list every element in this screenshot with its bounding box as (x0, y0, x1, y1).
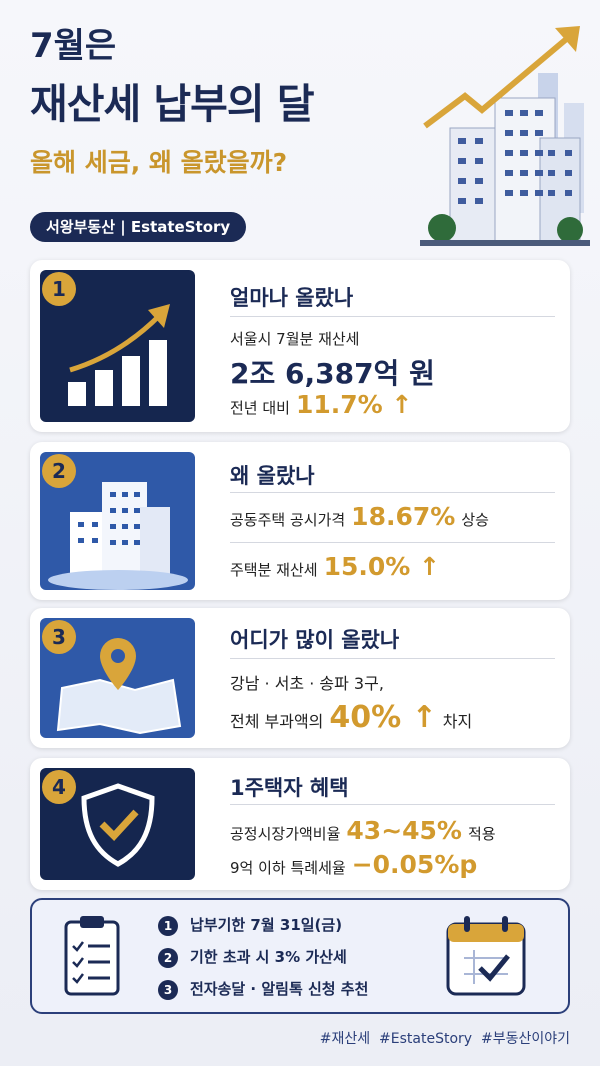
card-line: 주택분 재산세 15.0% ↑ (230, 552, 446, 581)
card-value: 2조 6,387억 원 (230, 357, 435, 390)
card-highlight: 40% ↑ (329, 700, 437, 735)
card: 2 왜 올랐나 공동주택 공시가격 18.67% 상승 주택분 재산세 15.0% ↑ (30, 442, 570, 600)
card-title: 얼마나 올랐나 (230, 286, 354, 310)
card: 1 얼마나 올랐나 서울시 7월분 재산세 2조 6,387억 원 전년 대비 1… (30, 260, 570, 432)
card-line: 공정시장가액비율 43~45% 적용 (230, 816, 496, 845)
card-title: 1주택자 혜택 (230, 776, 349, 800)
card-text: 차지 (442, 712, 473, 731)
notice-number: 2 (158, 948, 178, 968)
card-line: 전체 부과액의 40% ↑ 차지 (230, 700, 472, 735)
notice-item: 2 기한 초과 시 3% 가산세 (158, 946, 347, 968)
notice-item: 3 전자송달 · 알림톡 신청 추천 (158, 978, 368, 1000)
icon-buildings (40, 452, 195, 590)
notice-text: 납부기한 7월 31일(금) (190, 916, 343, 934)
card-number: 2 (42, 454, 76, 488)
card-text: 9억 이하 특례세율 (230, 859, 346, 877)
notice-number: 1 (158, 916, 178, 936)
hashtags: #재산세 #EstateStory #부동산이야기 (319, 1031, 570, 1047)
card-line: 공동주택 공시가격 18.67% 상승 (230, 502, 489, 531)
divider (230, 316, 555, 317)
card-title: 어디가 많이 올랐나 (230, 628, 400, 652)
card-highlight: 18.67% (351, 502, 456, 531)
title-line1: 7월은 (30, 26, 117, 66)
card: 4 1주택자 혜택 공정시장가액비율 43~45% 적용 9억 이하 특례세율 −0.… (30, 758, 570, 890)
card-title: 왜 올랐나 (230, 464, 315, 488)
icon-shield (40, 768, 195, 880)
divider (230, 658, 555, 659)
notice-item: 1 납부기한 7월 31일(금) (158, 914, 342, 936)
card-text: 서울시 7월분 재산세 (230, 330, 360, 348)
icon-map (40, 618, 195, 738)
card: 3 어디가 많이 올랐나 강남 · 서초 · 송파 3구, 전체 부과액의 40%… (30, 608, 570, 748)
card-text: 전년 대비 (230, 399, 290, 417)
card-text: 강남 · 서초 · 송파 3구, (230, 674, 384, 693)
card-text: 공동주택 공시가격 (230, 511, 346, 529)
card-line: 전년 대비 11.7% ↑ (230, 390, 418, 419)
divider (230, 492, 555, 493)
card-text: 적용 (467, 825, 496, 843)
card-text: 상승 (461, 511, 489, 529)
header-illustration (420, 26, 590, 246)
card-text: 공정시장가액비율 (230, 825, 341, 843)
card-text: 전체 부과액의 (230, 712, 324, 731)
divider (230, 542, 555, 543)
notice-number: 3 (158, 980, 178, 1000)
card-text: 주택분 재산세 (230, 561, 318, 579)
notice-text: 전자송달 · 알림톡 신청 추천 (190, 980, 369, 998)
icon-checklist (64, 916, 120, 996)
badge: 서왕부동산 | EstateStory (30, 212, 247, 242)
card-highlight: 43~45% (346, 816, 462, 845)
card-number: 4 (42, 770, 76, 804)
card-highlight: 11.7% ↑ (295, 390, 413, 419)
notice-box: 1 납부기한 7월 31일(금) 2 기한 초과 시 3% 가산세 3 전자송달 · … (30, 898, 570, 1014)
icon-chart (40, 270, 195, 422)
card-line: 9억 이하 특례세율 −0.05%p (230, 850, 483, 879)
divider (230, 804, 555, 805)
subtitle: 올해 세금, 왜 올랐을까? (30, 148, 288, 177)
card-highlight: 15.0% ↑ (323, 552, 440, 581)
icon-calendar (446, 916, 526, 996)
card-number: 1 (42, 272, 76, 306)
notice-text: 기한 초과 시 3% 가산세 (190, 948, 347, 966)
title-line2: 재산세 납부의 달 (30, 80, 315, 128)
card-number: 3 (42, 620, 76, 654)
card-highlight: −0.05%p (351, 850, 478, 879)
